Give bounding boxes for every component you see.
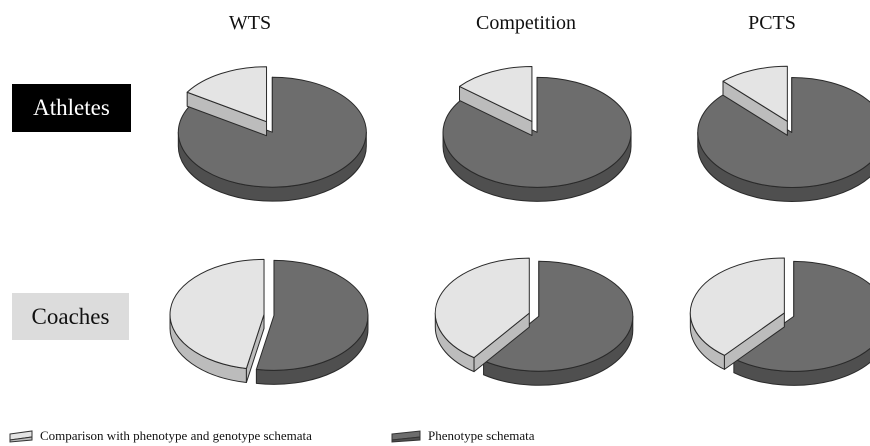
pie-coaches-competition-comparison-slice xyxy=(434,257,530,359)
pie-coaches-competition-phenotype-slice xyxy=(483,260,634,372)
legend-item-comparison: Comparison with phenotype and genotype s… xyxy=(8,428,312,444)
legend-swatch-phenotype xyxy=(391,430,421,443)
pie-coaches-wts-comparison-slice xyxy=(169,258,265,369)
legend-label-comparison: Comparison with phenotype and genotype s… xyxy=(40,428,312,443)
pie-athletes-wts-phenotype-slice xyxy=(177,76,367,188)
row-label-athletes: Athletes xyxy=(12,84,131,132)
pie-athletes-wts-comparison-slice xyxy=(186,66,268,123)
legend-swatch-comparison xyxy=(9,430,33,443)
pie-coaches-pcts-phenotype-slice xyxy=(733,260,870,372)
pie-athletes-competition-phenotype-slice xyxy=(442,76,632,188)
column-title-wts: WTS xyxy=(228,12,272,34)
row-label-coaches: Coaches xyxy=(12,293,129,340)
legend-item-phenotype: Phenotype schemata xyxy=(390,428,535,444)
column-title-competition: Competition xyxy=(476,12,576,34)
legend-label-phenotype: Phenotype schemata xyxy=(428,428,535,443)
pie-coaches-wts-phenotype-slice xyxy=(255,259,369,371)
column-title-pcts: PCTS xyxy=(748,12,796,34)
pie-athletes-pcts-comparison-slice xyxy=(722,65,788,122)
pie-coaches-pcts-comparison-slice xyxy=(689,257,785,356)
pie-athletes-competition-comparison-slice xyxy=(459,65,533,122)
